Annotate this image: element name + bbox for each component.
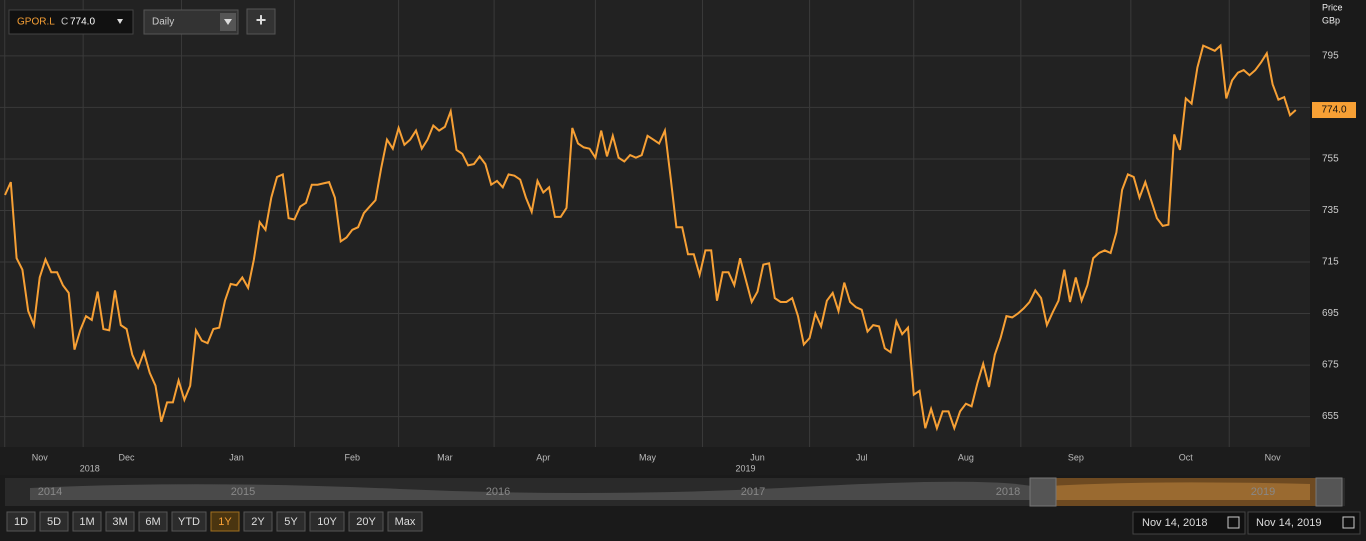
range-button[interactable] <box>72 511 102 532</box>
close-value: 774.0 <box>70 17 95 28</box>
calendar-icon[interactable] <box>1342 516 1355 529</box>
x-tick-label: May <box>639 452 657 462</box>
close-prefix: C <box>61 17 68 28</box>
date-to: Nov 14, 2019 <box>1256 517 1321 529</box>
x-tick-label: Nov <box>32 452 49 462</box>
navigator-year: 2018 <box>996 486 1020 498</box>
y-tick-label: 695 <box>1322 308 1339 319</box>
range-button[interactable] <box>276 511 306 532</box>
navigator-handle[interactable] <box>1315 477 1343 507</box>
navigator-year: 2014 <box>38 486 62 498</box>
plot-area <box>0 0 1310 447</box>
range-button[interactable] <box>138 511 168 532</box>
y-tick-label: 755 <box>1322 154 1339 165</box>
y-tick-label: 675 <box>1322 360 1339 371</box>
navigator-handle[interactable] <box>1029 477 1057 507</box>
range-button[interactable] <box>309 511 345 532</box>
date-to-box[interactable] <box>1247 511 1361 535</box>
x-year-label: 2019 <box>735 463 755 473</box>
range-button[interactable] <box>105 511 135 532</box>
range-button-label: 1D <box>14 516 28 528</box>
last-price-badge <box>1312 102 1356 119</box>
range-button-label: 1M <box>79 516 94 528</box>
navigator-silhouette <box>30 481 1040 500</box>
navigator-year: 2016 <box>486 486 510 498</box>
last-price-label: 774.0 <box>1321 105 1346 116</box>
range-button-label: 5D <box>47 516 61 528</box>
range-button-label: 5Y <box>284 516 298 528</box>
interval: Daily <box>152 17 174 28</box>
axis-title: Price <box>1322 2 1343 12</box>
calendar-icon[interactable] <box>1227 516 1240 529</box>
range-button-label: 10Y <box>317 516 337 528</box>
x-tick-label: Jun <box>750 452 765 462</box>
axis-unit: GBp <box>1322 15 1340 25</box>
dropdown-arrow <box>117 19 123 24</box>
range-button-label: 1Y <box>218 516 232 528</box>
date-from: Nov 14, 2018 <box>1142 517 1207 529</box>
y-tick-label: 655 <box>1322 411 1339 422</box>
range-button-label: YTD <box>178 516 200 528</box>
x-tick-label: Nov <box>1265 452 1282 462</box>
range-button-label: 3M <box>112 516 127 528</box>
x-tick-label: Mar <box>437 452 453 462</box>
range-button-label: Max <box>395 516 416 528</box>
x-axis <box>0 447 1310 475</box>
x-tick-label: Apr <box>536 452 550 462</box>
range-button-label: 6M <box>145 516 160 528</box>
navigator-year: 2015 <box>231 486 255 498</box>
range-button[interactable] <box>348 511 384 532</box>
x-tick-label: Feb <box>345 452 361 462</box>
range-button[interactable] <box>6 511 36 532</box>
y-tick-label: 735 <box>1322 205 1339 216</box>
range-button[interactable] <box>243 511 273 532</box>
range-button[interactable] <box>387 511 423 532</box>
range-button[interactable] <box>171 511 207 532</box>
date-from-box[interactable] <box>1132 511 1246 535</box>
x-tick-label: Sep <box>1068 452 1084 462</box>
range-button-label: 20Y <box>356 516 376 528</box>
y-tick-label: 715 <box>1322 257 1339 268</box>
x-year-label: 2018 <box>80 463 100 473</box>
symbol-box[interactable] <box>8 9 134 35</box>
add-icon: + <box>256 10 267 30</box>
price-line <box>4 43 1297 432</box>
add-button[interactable] <box>246 8 276 35</box>
symbol: GPOR.L <box>17 17 55 28</box>
x-tick-label: Jan <box>229 452 244 462</box>
x-tick-label: Jul <box>856 452 868 462</box>
navigator-year: 2019 <box>1251 486 1275 498</box>
range-button[interactable] <box>210 511 240 532</box>
y-tick-label: 795 <box>1322 51 1339 62</box>
range-button[interactable] <box>39 511 69 532</box>
navigator-year: 2017 <box>741 486 765 498</box>
x-tick-label: Dec <box>119 452 136 462</box>
x-tick-label: Oct <box>1179 452 1194 462</box>
navigator-silhouette-selected <box>1050 482 1310 500</box>
x-tick-label: Aug <box>958 452 974 462</box>
dropdown-arrow <box>224 19 232 25</box>
range-button-label: 2Y <box>251 516 265 528</box>
